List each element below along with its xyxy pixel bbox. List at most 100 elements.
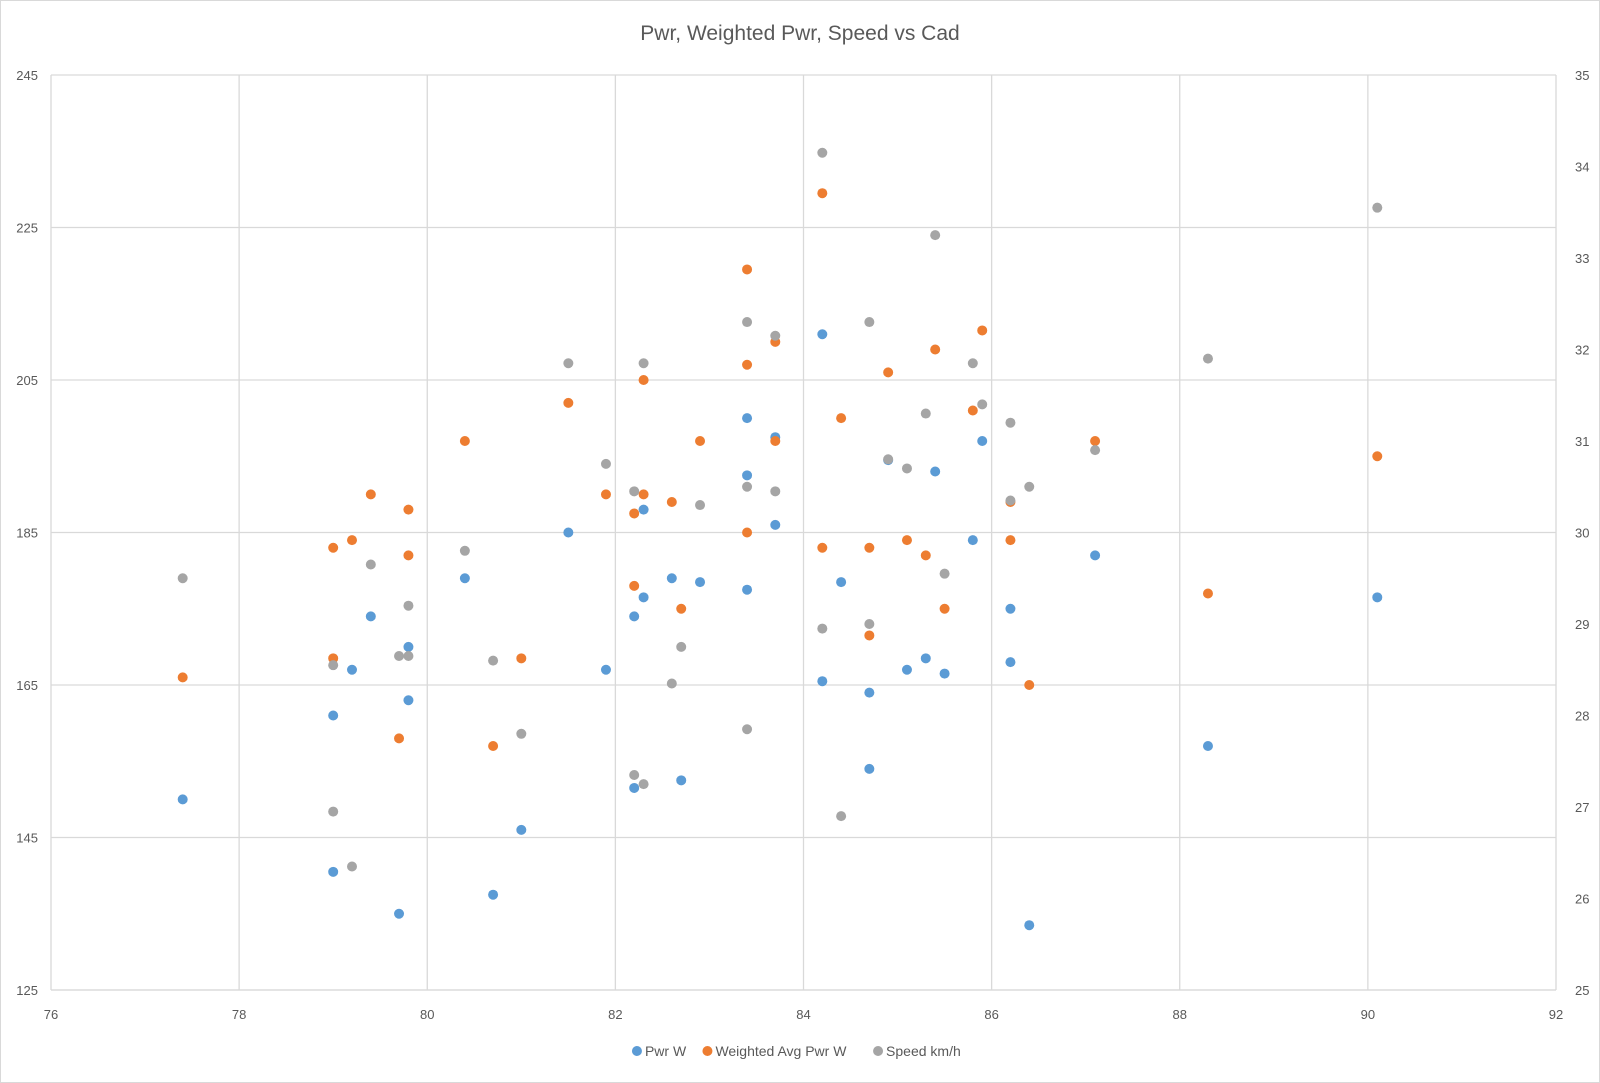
- point-speed-km-h: [939, 568, 950, 579]
- chart-title: Pwr, Weighted Pwr, Speed vs Cad: [640, 22, 959, 45]
- legend-label-speed-km-h: Speed km/h: [886, 1043, 961, 1059]
- y-tick-label-left: 185: [16, 526, 38, 541]
- point-speed-km-h: [638, 779, 649, 790]
- point-pwr-w: [347, 664, 357, 675]
- point-pwr-w: [742, 470, 753, 481]
- y-tick-label-right: 34: [1575, 160, 1589, 175]
- point-pwr-w: [666, 573, 677, 584]
- point-speed-km-h: [742, 724, 753, 735]
- point-speed-km-h: [742, 481, 753, 492]
- point-speed-km-h: [1202, 353, 1213, 364]
- point-pwr-w: [365, 611, 376, 622]
- point-speed-km-h: [967, 358, 978, 369]
- point-weighted-avg-pwr-w: [629, 508, 640, 519]
- point-speed-km-h: [864, 619, 875, 629]
- point-speed-km-h: [629, 486, 640, 497]
- y-tick-label-right: 29: [1575, 617, 1589, 632]
- y-tick-label-right: 30: [1575, 526, 1589, 541]
- legend-marker-weighted-avg-pwr-w: [702, 1046, 713, 1056]
- point-speed-km-h: [328, 660, 339, 671]
- point-speed-km-h: [563, 358, 574, 369]
- point-weighted-avg-pwr-w: [459, 436, 470, 446]
- point-weighted-avg-pwr-w: [817, 188, 828, 199]
- point-speed-km-h: [328, 806, 339, 817]
- point-pwr-w: [817, 329, 828, 340]
- point-speed-km-h: [365, 559, 376, 570]
- y-tick-label-right: 35: [1575, 68, 1589, 83]
- point-pwr-w: [1005, 657, 1016, 668]
- x-tick-label: 92: [1549, 1007, 1563, 1022]
- legend-marker-pwr-w: [631, 1046, 642, 1056]
- x-tick-label: 88: [1173, 1007, 1187, 1022]
- point-speed-km-h: [403, 651, 414, 662]
- legend-label-weighted-avg-pwr-w: Weighted Avg Pwr W: [715, 1043, 847, 1059]
- point-speed-km-h: [600, 458, 611, 469]
- point-weighted-avg-pwr-w: [600, 489, 611, 500]
- point-weighted-avg-pwr-w: [1090, 436, 1101, 446]
- point-weighted-avg-pwr-w: [488, 741, 499, 751]
- y-tick-label-right: 25: [1575, 983, 1589, 998]
- point-pwr-w: [676, 775, 687, 786]
- point-speed-km-h: [394, 651, 405, 662]
- point-weighted-avg-pwr-w: [365, 489, 376, 500]
- x-tick-label: 80: [420, 1007, 434, 1022]
- point-weighted-avg-pwr-w: [403, 550, 414, 561]
- point-pwr-w: [836, 577, 847, 588]
- point-speed-km-h: [403, 600, 414, 611]
- point-speed-km-h: [930, 230, 941, 241]
- point-weighted-avg-pwr-w: [930, 344, 941, 355]
- point-weighted-avg-pwr-w: [977, 325, 988, 336]
- point-pwr-w: [967, 535, 978, 546]
- point-weighted-avg-pwr-w: [403, 504, 414, 515]
- point-speed-km-h: [516, 728, 527, 739]
- point-weighted-avg-pwr-w: [864, 630, 875, 641]
- point-speed-km-h: [817, 623, 828, 634]
- point-pwr-w: [629, 611, 640, 622]
- point-pwr-w: [488, 889, 499, 900]
- point-speed-km-h: [1372, 202, 1383, 213]
- point-pwr-w: [1090, 550, 1101, 561]
- point-pwr-w: [516, 824, 527, 835]
- point-weighted-avg-pwr-w: [638, 489, 649, 500]
- y-tick-label-right: 28: [1575, 709, 1589, 724]
- point-speed-km-h: [629, 769, 640, 780]
- point-weighted-avg-pwr-w: [394, 733, 405, 744]
- point-weighted-avg-pwr-w: [1005, 535, 1016, 546]
- point-speed-km-h: [177, 573, 188, 584]
- point-speed-km-h: [1005, 495, 1016, 506]
- y-tick-label-right: 33: [1575, 251, 1589, 266]
- point-weighted-avg-pwr-w: [516, 653, 527, 664]
- point-pwr-w: [1005, 603, 1016, 614]
- point-weighted-avg-pwr-w: [901, 535, 912, 546]
- legend-marker-speed-km-h: [873, 1046, 884, 1056]
- point-pwr-w: [742, 413, 753, 424]
- point-weighted-avg-pwr-w: [864, 542, 875, 553]
- point-speed-km-h: [638, 358, 649, 369]
- point-speed-km-h: [883, 454, 894, 465]
- point-weighted-avg-pwr-w: [177, 672, 188, 683]
- point-weighted-avg-pwr-w: [836, 413, 847, 424]
- y-tick-label-left: 145: [16, 831, 38, 846]
- point-speed-km-h: [901, 463, 912, 474]
- axis-tick-labels: 76 78 80 82 84 86 88 90 92 125 145 165 185 205 225 245 2…: [16, 68, 1589, 1022]
- point-pwr-w: [901, 664, 912, 675]
- point-speed-km-h: [695, 500, 706, 511]
- point-pwr-w: [629, 782, 640, 793]
- legend-label-pwr-w: Pwr W: [645, 1043, 687, 1059]
- point-weighted-avg-pwr-w: [328, 542, 339, 553]
- point-pwr-w: [563, 527, 574, 538]
- point-weighted-avg-pwr-w: [638, 375, 649, 385]
- x-tick-label: 86: [984, 1007, 998, 1022]
- point-speed-km-h: [836, 811, 847, 822]
- point-speed-km-h: [676, 641, 687, 652]
- y-tick-label-left: 245: [16, 68, 38, 83]
- y-tick-label-right: 26: [1575, 892, 1589, 907]
- point-weighted-avg-pwr-w: [328, 653, 339, 664]
- point-pwr-w: [939, 668, 950, 679]
- y-tick-label-left: 225: [16, 221, 38, 236]
- point-weighted-avg-pwr-w: [967, 405, 978, 416]
- point-speed-km-h: [1024, 481, 1035, 492]
- point-pwr-w: [394, 908, 405, 919]
- point-pwr-w: [403, 695, 414, 706]
